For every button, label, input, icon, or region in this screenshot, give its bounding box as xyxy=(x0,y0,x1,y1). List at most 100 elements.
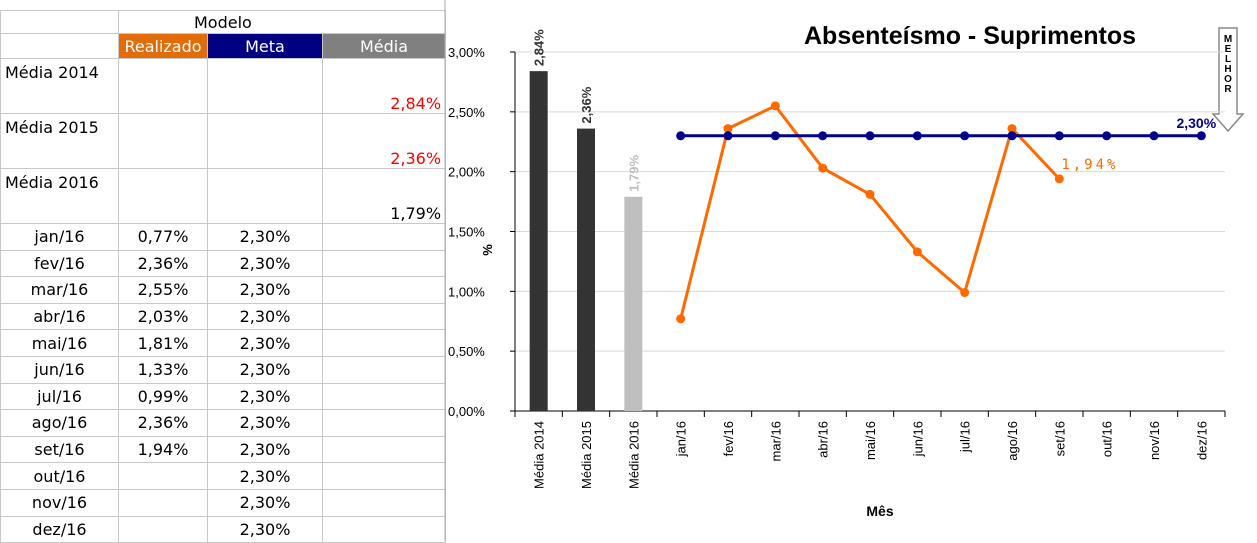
column-header: Média xyxy=(321,33,447,59)
bar xyxy=(577,128,595,411)
x-tick-label: jun/16 xyxy=(910,421,925,457)
point xyxy=(1196,131,1206,141)
table-cell: 2,36% xyxy=(321,113,447,169)
x-tick-label: nov/16 xyxy=(1147,421,1162,460)
table-cell: Média 2015 xyxy=(0,113,119,169)
x-tick-label: Média 2014 xyxy=(532,421,547,489)
x-tick-label: fev/16 xyxy=(721,421,736,456)
table-cell xyxy=(207,58,323,114)
table-cell: 2,30% xyxy=(207,223,323,251)
table-cell: Média 2014 xyxy=(0,58,119,114)
table-row: Média 2014 2,84% xyxy=(0,58,447,114)
data-label: 1,94% xyxy=(1061,157,1118,173)
table-cell: nov/16 xyxy=(0,488,119,517)
y-tick-label: 1,50% xyxy=(448,225,485,240)
y-tick-label: 0,50% xyxy=(448,344,485,359)
point xyxy=(912,131,922,141)
chart-title: Absenteísmo - Suprimentos xyxy=(804,22,1136,50)
table-cell: 0,77% xyxy=(118,223,208,251)
table-cell xyxy=(118,168,208,224)
column-header: Meta xyxy=(207,33,323,59)
point xyxy=(770,131,780,141)
table-row: Média 2016 1,79% xyxy=(0,168,447,224)
table-cell: abr/16 xyxy=(0,302,119,331)
point xyxy=(865,189,875,199)
table-row: mai/16 1,81% 2,30% xyxy=(0,329,447,357)
y-tick-label: 2,00% xyxy=(448,165,485,180)
arrow xyxy=(1211,27,1245,133)
data-label: 2,36% xyxy=(579,86,594,123)
table-cell: 2,30% xyxy=(207,276,323,304)
point xyxy=(912,247,922,257)
table-cell xyxy=(207,168,323,224)
x-tick-label: mar/16 xyxy=(768,421,783,461)
point xyxy=(1007,124,1017,134)
y-tick-label: 2,50% xyxy=(448,105,485,120)
point xyxy=(770,101,780,111)
column-header: Realizado xyxy=(118,33,208,59)
x-tick-label: out/16 xyxy=(1100,421,1115,457)
point xyxy=(1149,131,1159,141)
x-axis-label: Mês xyxy=(866,503,893,519)
point xyxy=(723,131,733,141)
table-cell xyxy=(118,58,208,114)
x-tick-label: jul/16 xyxy=(958,421,973,453)
table-cell: jul/16 xyxy=(0,382,119,411)
y-tick-label: 0,00% xyxy=(448,404,485,419)
table-cell xyxy=(321,409,447,437)
point xyxy=(1007,131,1017,141)
data-label: 1,79% xyxy=(626,154,641,191)
table-cell: set/16 xyxy=(0,435,119,464)
table-row: fev/16 2,36% 2,30% xyxy=(0,249,447,278)
point xyxy=(865,131,875,141)
x-tick-label: ago/16 xyxy=(1005,421,1020,461)
table-cell: mar/16 xyxy=(0,276,119,304)
point xyxy=(818,163,828,173)
table-cell: mai/16 xyxy=(0,329,119,357)
data-table: Modelo Realizado Meta Média Média 2014 2,84… xyxy=(0,10,447,543)
table-cell xyxy=(207,113,323,169)
x-tick-label: Média 2016 xyxy=(626,421,641,489)
point xyxy=(676,314,686,324)
point xyxy=(818,131,828,141)
table-row: mar/16 2,55% 2,30% xyxy=(0,276,447,304)
x-tick-label: abr/16 xyxy=(816,421,831,458)
table-cell: 2,55% xyxy=(118,276,208,304)
point xyxy=(1102,131,1112,141)
table-cell: 2,30% xyxy=(207,515,323,543)
y-tick-label: 1,00% xyxy=(448,284,485,299)
x-tick-label: Média 2015 xyxy=(579,421,594,489)
point xyxy=(1054,174,1064,184)
table-cell xyxy=(321,276,447,304)
data-label: 2,30% xyxy=(1176,115,1216,131)
x-tick-label: mai/16 xyxy=(863,421,878,460)
x-tick-label: dez/16 xyxy=(1194,421,1209,460)
bar xyxy=(529,71,548,411)
data-label: 2,84% xyxy=(532,29,547,66)
point xyxy=(960,131,970,141)
point xyxy=(1054,131,1064,141)
table-cell: 1,94% xyxy=(118,435,208,464)
table-row: Média 2015 2,36% xyxy=(0,113,447,169)
y-tick-label: 3,00% xyxy=(448,45,485,60)
table-cell xyxy=(321,462,447,490)
table-cell: 2,30% xyxy=(207,488,323,517)
table-row: jul/16 0,99% 2,30% xyxy=(0,382,447,411)
x-tick-label: jan/16 xyxy=(674,421,689,457)
table-cell: 1,33% xyxy=(118,355,208,384)
annotation: MELHOR xyxy=(1223,34,1234,94)
x-tick-label: set/16 xyxy=(1052,421,1067,456)
point xyxy=(676,131,686,141)
table-row: nov/16 2,30% xyxy=(0,488,447,517)
table-cell: dez/16 xyxy=(0,515,119,543)
table-cell xyxy=(118,113,208,169)
table-cell: 2,30% xyxy=(207,435,323,464)
table-cell: jun/16 xyxy=(0,355,119,384)
table-cell: 2,30% xyxy=(207,302,323,331)
y-axis-label: % xyxy=(480,244,495,256)
table-cell: 1,79% xyxy=(321,168,447,224)
table-cell: 2,36% xyxy=(118,409,208,437)
point xyxy=(960,288,970,298)
